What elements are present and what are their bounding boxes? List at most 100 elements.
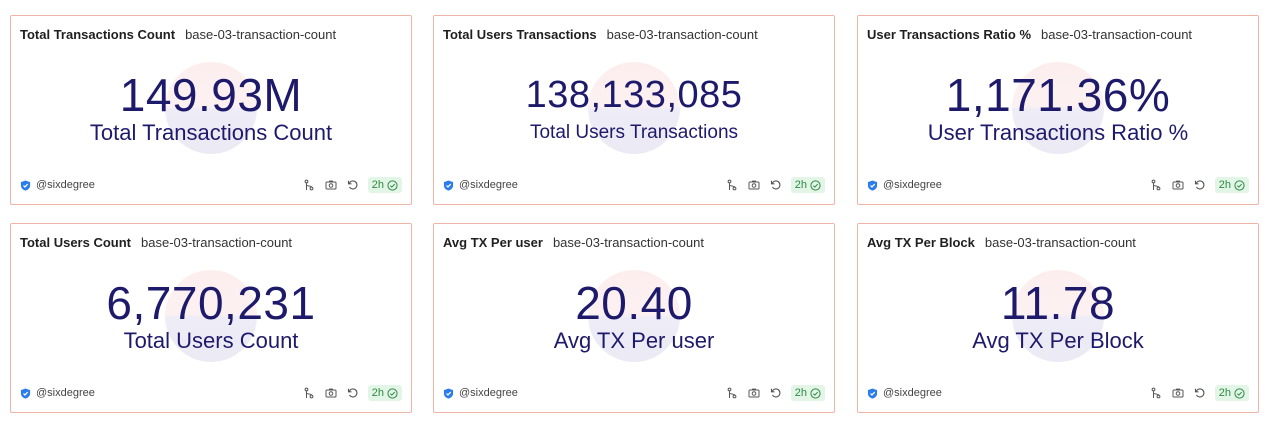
- snapshot-button[interactable]: [1171, 386, 1185, 400]
- shield-icon: [443, 179, 454, 191]
- snapshot-button[interactable]: [747, 178, 761, 192]
- refresh-icon: [770, 388, 781, 398]
- refresh-age-badge: 2h: [367, 177, 402, 193]
- snapshot-button[interactable]: [1171, 178, 1185, 192]
- check-circle-icon: [1234, 179, 1245, 191]
- query-name-link[interactable]: base-03-transaction-count: [552, 234, 704, 250]
- fork-button[interactable]: [302, 178, 316, 192]
- counter-value: 6,770,231: [106, 277, 316, 329]
- fork-icon: [304, 387, 314, 399]
- refresh-button[interactable]: [346, 178, 360, 192]
- counter-value: 1,171.36%: [945, 69, 1171, 121]
- counter-card: User Transactions Ratio % base-03-transa…: [857, 15, 1259, 205]
- fork-icon: [727, 387, 737, 399]
- author-link[interactable]: @sixdegree: [443, 179, 518, 191]
- refresh-button[interactable]: [346, 386, 360, 400]
- author-link[interactable]: @sixdegree: [867, 179, 942, 191]
- fork-icon: [304, 179, 314, 191]
- fork-button[interactable]: [1149, 178, 1163, 192]
- camera-icon: [325, 180, 337, 190]
- shield-icon: [867, 179, 878, 191]
- card-footer: @sixdegree 2h: [867, 175, 1249, 195]
- refresh-button[interactable]: [769, 386, 783, 400]
- watermark-logo-icon: [165, 62, 257, 154]
- refresh-age-badge: 2h: [1214, 177, 1249, 193]
- author-link[interactable]: @sixdegree: [443, 387, 518, 399]
- card-title[interactable]: Total Transactions Count: [20, 26, 176, 42]
- refresh-age-badge: 2h: [790, 385, 825, 401]
- fork-button[interactable]: [302, 386, 316, 400]
- fork-button[interactable]: [1149, 386, 1163, 400]
- camera-icon: [748, 180, 760, 190]
- query-name-link[interactable]: base-03-transaction-count: [185, 26, 337, 42]
- check-circle-icon: [387, 179, 398, 191]
- counter-label: Total Transactions Count: [89, 120, 333, 145]
- watermark-logo-icon: [1012, 62, 1104, 154]
- counter-label: Total Users Count: [123, 328, 299, 353]
- card-footer: @sixdegree 2h: [867, 383, 1249, 403]
- card-footer: @sixdegree 2h: [20, 383, 402, 403]
- fork-button[interactable]: [725, 178, 739, 192]
- counter-label: User Transactions Ratio %: [927, 120, 1189, 145]
- card-title[interactable]: User Transactions Ratio %: [867, 26, 1031, 42]
- camera-icon: [748, 388, 760, 398]
- counter-label: Total Users Transactions: [529, 122, 739, 143]
- card-header: Total Users Transactions base-03-transac…: [443, 25, 825, 43]
- card-header: Avg TX Per user base-03-transaction-coun…: [443, 233, 825, 251]
- card-toolbar: 2h: [1141, 385, 1249, 401]
- card-toolbar: 2h: [717, 177, 825, 193]
- counter-card: Avg TX Per Block base-03-transaction-cou…: [857, 223, 1259, 413]
- refresh-age-badge: 2h: [367, 385, 402, 401]
- author-name: @sixdegree: [36, 179, 95, 191]
- counter-value: 11.78: [1000, 277, 1116, 329]
- author-link[interactable]: @sixdegree: [20, 179, 95, 191]
- refresh-button[interactable]: [1193, 386, 1207, 400]
- fork-icon: [727, 179, 737, 191]
- counter-card: Avg TX Per user base-03-transaction-coun…: [433, 223, 835, 413]
- author-link[interactable]: @sixdegree: [20, 387, 95, 399]
- camera-icon: [1172, 180, 1184, 190]
- shield-icon: [20, 387, 31, 399]
- card-toolbar: 2h: [717, 385, 825, 401]
- camera-icon: [1172, 388, 1184, 398]
- author-name: @sixdegree: [883, 387, 942, 399]
- author-name: @sixdegree: [459, 387, 518, 399]
- card-header: User Transactions Ratio % base-03-transa…: [867, 25, 1249, 43]
- refresh-icon: [347, 388, 358, 398]
- card-toolbar: 2h: [1141, 177, 1249, 193]
- snapshot-button[interactable]: [324, 386, 338, 400]
- counter-label: Avg TX Per Block: [972, 328, 1144, 353]
- card-title[interactable]: Avg TX Per Block: [867, 234, 975, 250]
- card-footer: @sixdegree 2h: [443, 175, 825, 195]
- card-title[interactable]: Avg TX Per user: [443, 234, 543, 250]
- card-title[interactable]: Total Users Count: [20, 234, 131, 250]
- snapshot-button[interactable]: [324, 178, 338, 192]
- fork-button[interactable]: [725, 386, 739, 400]
- refresh-button[interactable]: [769, 178, 783, 192]
- query-name-link[interactable]: base-03-transaction-count: [141, 234, 293, 250]
- counter-value: 20.40: [575, 277, 693, 329]
- author-name: @sixdegree: [883, 179, 942, 191]
- query-name-link[interactable]: base-03-transaction-count: [606, 26, 758, 42]
- card-title[interactable]: Total Users Transactions: [443, 26, 597, 42]
- query-name-link[interactable]: base-03-transaction-count: [984, 234, 1136, 250]
- card-header: Total Transactions Count base-03-transac…: [20, 25, 402, 43]
- snapshot-button[interactable]: [747, 386, 761, 400]
- shield-icon: [867, 387, 878, 399]
- shield-icon: [20, 179, 31, 191]
- camera-icon: [325, 388, 337, 398]
- age-text: 2h: [794, 179, 807, 191]
- card-footer: @sixdegree 2h: [20, 175, 402, 195]
- watermark-logo-icon: [588, 62, 680, 154]
- author-name: @sixdegree: [36, 387, 95, 399]
- check-circle-icon: [810, 387, 821, 399]
- counter-label: Avg TX Per user: [553, 328, 715, 353]
- age-text: 2h: [1218, 179, 1231, 191]
- author-link[interactable]: @sixdegree: [867, 387, 942, 399]
- age-text: 2h: [371, 179, 384, 191]
- query-name-link[interactable]: base-03-transaction-count: [1041, 26, 1193, 42]
- refresh-age-badge: 2h: [790, 177, 825, 193]
- counter-card: Total Users Count base-03-transaction-co…: [10, 223, 412, 413]
- refresh-button[interactable]: [1193, 178, 1207, 192]
